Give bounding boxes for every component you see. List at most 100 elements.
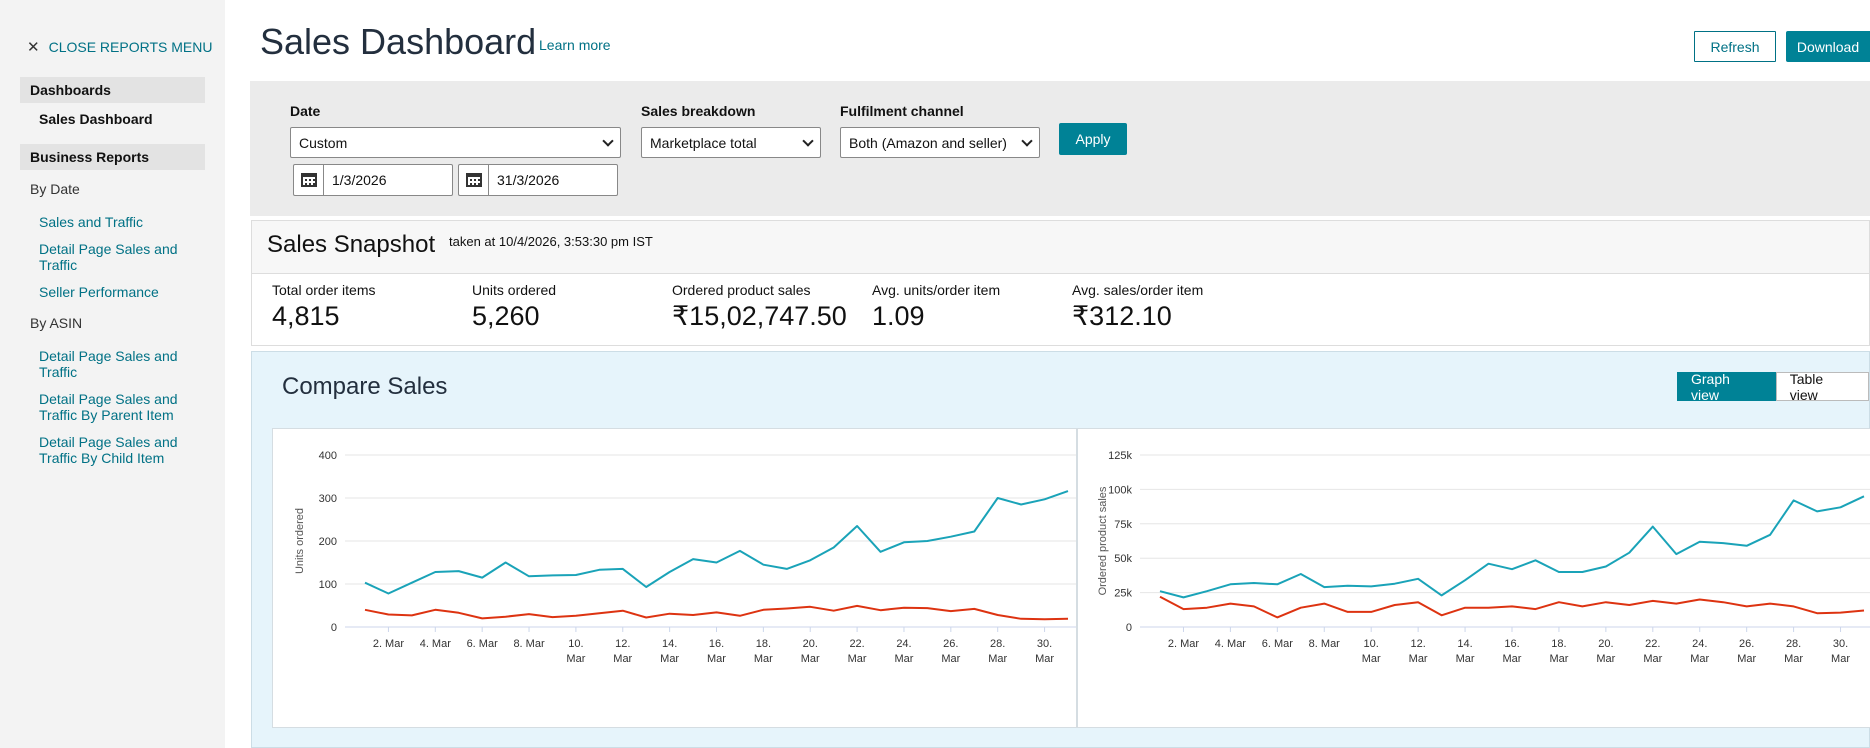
- metric-avg-sales-per-order-item: Avg. sales/order item ₹312.10: [1072, 282, 1203, 332]
- calendar-icon[interactable]: [294, 165, 324, 195]
- series-line-previous: [1159, 595, 1865, 619]
- close-icon: ✕: [27, 39, 40, 56]
- x-tick-label: 22. Mar: [1643, 638, 1662, 665]
- metric-avg-units-per-order-item: Avg. units/order item 1.09: [872, 282, 1000, 332]
- y-tick-label: 400: [319, 450, 337, 462]
- download-button[interactable]: Download: [1786, 31, 1870, 62]
- x-tick-label: 2. Mar: [373, 638, 405, 650]
- x-tick-label: 24. Mar: [894, 638, 913, 665]
- y-axis-label: Ordered product sales: [1097, 486, 1109, 595]
- date-select-value: Custom: [299, 134, 348, 151]
- sidebar-link-asin-parent-item[interactable]: Detail Page Sales and Traffic By Parent …: [39, 391, 178, 423]
- x-tick-label: 18. Mar: [754, 638, 773, 665]
- page-title: Sales Dashboard: [260, 21, 537, 62]
- filter-bar: Date Custom 1/3/2026 31/3/2026 Sales bre…: [250, 81, 1870, 216]
- x-tick-label: 6. Mar: [1262, 638, 1294, 650]
- sidebar-label-by-date: By Date: [30, 181, 80, 197]
- x-tick-label: 12. Mar: [1409, 638, 1428, 665]
- compare-sales-panel: Compare Sales Graph view Table view 0 100…: [251, 351, 1870, 748]
- sidebar-label-by-asin: By ASIN: [30, 315, 83, 331]
- y-tick-label: 0: [331, 622, 337, 634]
- series-line-current: [1159, 495, 1865, 599]
- sidebar-link-asin-detail-page[interactable]: Detail Page Sales and Traffic: [39, 348, 178, 380]
- close-reports-menu-label: CLOSE REPORTS MENU: [48, 39, 213, 55]
- y-tick-label: 75k: [1114, 519, 1132, 531]
- x-tick-label: 14. Mar: [1456, 638, 1475, 665]
- sidebar-link-asin-child-item[interactable]: Detail Page Sales and Traffic By Child I…: [39, 434, 178, 466]
- date-select[interactable]: Custom: [290, 127, 621, 158]
- y-tick-label: 125k: [1108, 450, 1132, 462]
- x-tick-label: 18. Mar: [1549, 638, 1568, 665]
- x-tick-label: 26. Mar: [941, 638, 960, 665]
- x-tick-label: 4. Mar: [420, 638, 452, 650]
- chevron-down-icon: [802, 134, 814, 147]
- units-ordered-chart: 0 100 200 300 400 Units ordered 2. Mar 4. Mar 6.…: [272, 428, 1077, 728]
- units-ordered-chart-svg: 0 100 200 300 400 Units ordered 2. Mar 4. Mar 6.…: [294, 450, 1076, 665]
- metric-ordered-product-sales: Ordered product sales ₹15,02,747.50: [672, 282, 847, 332]
- x-tick-label: 30. Mar: [1831, 638, 1850, 665]
- y-tick-label: 0: [1126, 622, 1132, 634]
- series-line-current: [364, 490, 1069, 595]
- y-axis-label: Units ordered: [294, 508, 306, 574]
- x-tick-label: 16. Mar: [1503, 638, 1522, 665]
- x-tick-label: 14. Mar: [660, 638, 679, 665]
- y-tick-label: 100k: [1108, 484, 1132, 496]
- start-date-value: 1/3/2026: [332, 172, 387, 188]
- sales-breakdown-select[interactable]: Marketplace total: [641, 127, 821, 158]
- x-tick-label: 4. Mar: [1215, 638, 1247, 650]
- x-tick-label: 8. Mar: [1309, 638, 1341, 650]
- view-toggle: Graph view Table view: [1677, 371, 1869, 403]
- x-tick-label: 28. Mar: [1784, 638, 1803, 665]
- y-tick-label: 50k: [1114, 553, 1132, 565]
- sales-snapshot-metrics: Total order items 4,815 Units ordered 5,…: [251, 273, 1870, 346]
- sidebar-item-sales-dashboard[interactable]: Sales Dashboard: [39, 111, 153, 127]
- refresh-button[interactable]: Refresh: [1694, 31, 1776, 62]
- x-tick-label: 10. Mar: [566, 638, 585, 665]
- y-tick-label: 300: [319, 493, 337, 505]
- sales-snapshot-title: Sales Snapshot: [267, 231, 436, 258]
- sidebar-link-sales-traffic[interactable]: Sales and Traffic: [39, 214, 144, 230]
- metric-units-ordered: Units ordered 5,260: [472, 282, 556, 332]
- x-tick-label: 26. Mar: [1737, 638, 1756, 665]
- ordered-product-sales-chart: 0 25k 50k 75k 100k 125k Ordered product sales 2…: [1077, 428, 1870, 728]
- end-date-value: 31/3/2026: [497, 172, 560, 188]
- x-tick-label: 20. Mar: [1596, 638, 1615, 665]
- metric-value: ₹15,02,747.50: [672, 301, 847, 331]
- y-tick-label: 200: [319, 536, 337, 548]
- metric-label: Avg. units/order item: [872, 282, 1001, 298]
- ordered-product-sales-chart-svg: 0 25k 50k 75k 100k 125k Ordered product sales 2…: [1097, 450, 1870, 665]
- fulfilment-channel-label: Fulfilment channel: [840, 103, 964, 119]
- fulfilment-channel-select[interactable]: Both (Amazon and seller): [840, 127, 1040, 158]
- close-reports-menu-button[interactable]: ✕ CLOSE REPORTS MENU: [27, 38, 212, 56]
- snapshot-timestamp: taken at 10/4/2026, 3:53:30 pm IST: [449, 234, 653, 249]
- metric-label: Ordered product sales: [672, 282, 811, 298]
- sidebar-link-seller-performance[interactable]: Seller Performance: [39, 284, 159, 300]
- chevron-down-icon: [1021, 134, 1033, 147]
- x-tick-label: 24. Mar: [1690, 638, 1709, 665]
- calendar-icon[interactable]: [459, 165, 489, 195]
- y-tick-label: 25k: [1114, 588, 1132, 600]
- metric-label: Total order items: [272, 282, 376, 298]
- metric-label: Avg. sales/order item: [1072, 282, 1204, 298]
- x-tick-label: 12. Mar: [613, 638, 632, 665]
- learn-more-link[interactable]: Learn more: [539, 37, 611, 53]
- metric-value: 4,815: [272, 301, 340, 331]
- graph-view-button[interactable]: Graph view: [1677, 371, 1776, 403]
- date-filter-label: Date: [290, 103, 321, 119]
- metric-value: ₹312.10: [1072, 301, 1172, 331]
- sidebar-link-detail-page-sales-traffic[interactable]: Detail Page Sales and Traffic: [39, 241, 178, 273]
- sidebar-section-business-reports: Business Reports: [20, 144, 205, 170]
- x-tick-label: 6. Mar: [467, 638, 499, 650]
- table-view-button[interactable]: Table view: [1775, 371, 1869, 403]
- fulfilment-channel-value: Both (Amazon and seller): [849, 134, 1007, 151]
- sales-snapshot-header: Sales Snapshot taken at 10/4/2026, 3:53:…: [251, 220, 1870, 273]
- reports-sidebar: ✕ CLOSE REPORTS MENU Dashboards Sales Da…: [0, 0, 225, 748]
- end-date-field[interactable]: 31/3/2026: [458, 164, 618, 196]
- apply-button[interactable]: Apply: [1059, 123, 1127, 155]
- y-tick-label: 100: [319, 579, 337, 591]
- metric-label: Units ordered: [472, 282, 557, 298]
- sales-breakdown-label: Sales breakdown: [641, 103, 756, 119]
- start-date-field[interactable]: 1/3/2026: [293, 164, 453, 196]
- x-tick-label: 20. Mar: [801, 638, 820, 665]
- chevron-down-icon: [602, 134, 614, 147]
